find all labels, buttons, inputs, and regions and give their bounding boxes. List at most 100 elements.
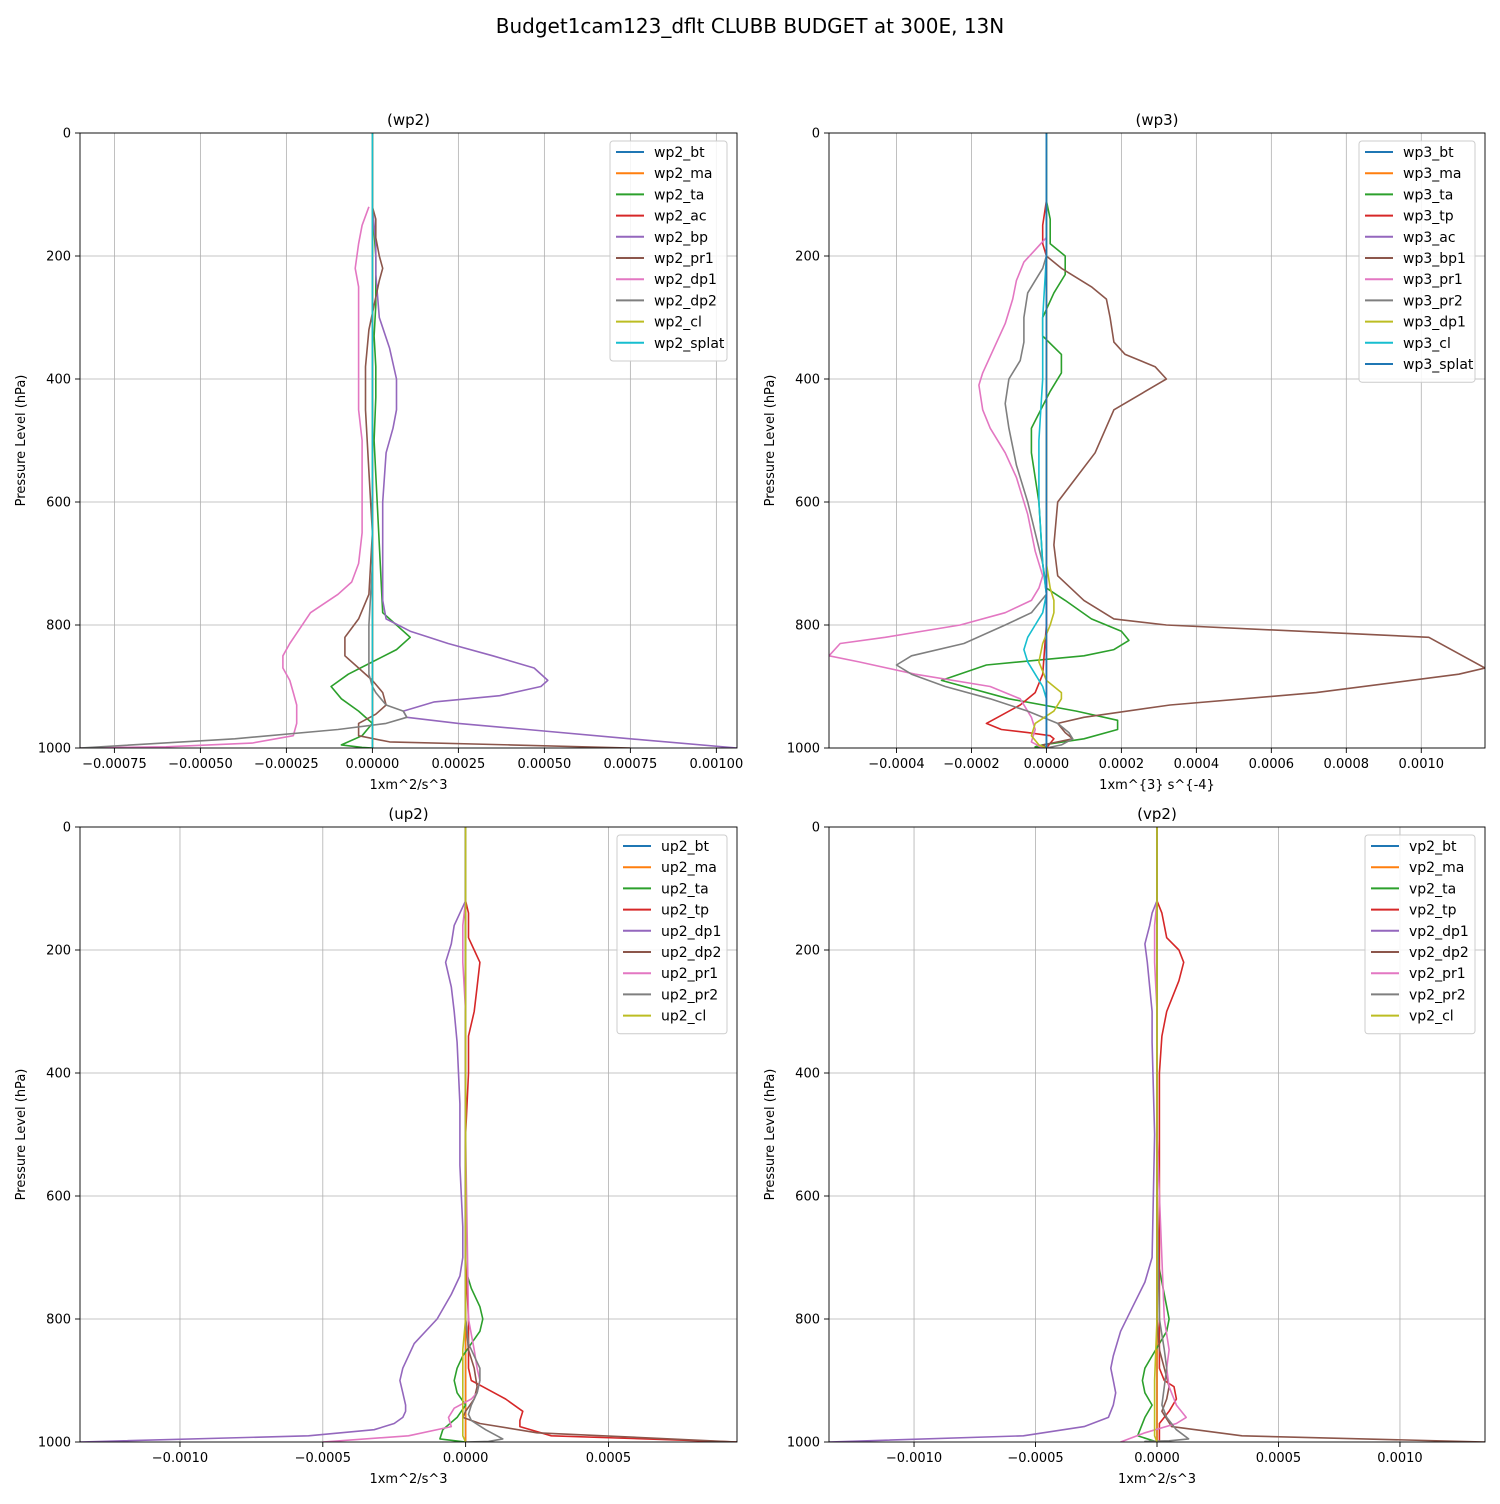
- x-tick-label: 0.00075: [603, 757, 657, 772]
- series-line-up2_pr1: [322, 900, 481, 1442]
- y-tick-label: 600: [46, 1190, 71, 1205]
- y-tick-label: 800: [46, 619, 71, 634]
- series-line-vp2_tp: [1156, 900, 1185, 1442]
- legend-label-vp2_cl: vp2_cl: [1409, 1009, 1454, 1025]
- legend: wp2_bt wp2_ma wp2_ta wp2_ac wp2_bp wp2_pr1 wp2…: [609, 140, 728, 362]
- series-lines: [80, 133, 737, 748]
- x-tick-label: 0.0010: [1399, 757, 1445, 772]
- legend: vp2_bt vp2_ma vp2_ta vp2_tp vp2_dp1 vp2_dp2vp…: [1364, 834, 1476, 1035]
- y-axis-label: Pressure Level (hPa): [763, 1069, 778, 1201]
- x-tick-label: −0.0005: [1007, 1451, 1063, 1466]
- y-tick-label: 0: [812, 127, 820, 142]
- legend-label-wp3_splat: wp3_splat: [1403, 357, 1474, 373]
- legend-label-wp2_ta: wp2_ta: [654, 187, 704, 203]
- x-tick-label: 0.0000: [1134, 1451, 1180, 1466]
- legend-label-wp2_bt: wp2_bt: [654, 145, 705, 161]
- legend-label-up2_dp1: up2_dp1: [661, 924, 721, 940]
- legend-label-wp3_pr1: wp3_pr1: [1403, 272, 1463, 288]
- legend-box: [609, 140, 728, 362]
- legend-label-vp2_bt: vp2_bt: [1409, 839, 1457, 855]
- legend: up2_bt up2_ma up2_ta up2_tp up2_dp1 up2_dp2up…: [616, 834, 728, 1035]
- y-tick-label: 600: [46, 496, 71, 511]
- chart-title: (wp3): [1135, 111, 1178, 129]
- x-tick-label: 0.0006: [1249, 757, 1295, 772]
- y-tick-label: 800: [795, 619, 820, 634]
- series-lines: [80, 827, 737, 1442]
- legend-label-wp2_splat: wp2_splat: [654, 336, 725, 352]
- x-tick-label: −0.00050: [168, 757, 233, 772]
- y-tick-label: 600: [795, 1190, 820, 1205]
- legend-label-vp2_tp: vp2_tp: [1409, 903, 1457, 919]
- x-tick-label: 0.0005: [586, 1451, 632, 1466]
- series-line-up2_cl: [461, 827, 467, 1442]
- legend-label-vp2_ta: vp2_ta: [1409, 881, 1456, 897]
- y-axis-label: Pressure Level (hPa): [14, 375, 29, 507]
- legend-label-up2_tp: up2_tp: [661, 903, 709, 919]
- x-tick-label: 0.0005: [1256, 1451, 1302, 1466]
- legend-label-up2_pr1: up2_pr1: [661, 966, 718, 982]
- chart-panel-2: −0.0004 −0.0002 0.0000 0.0002 0.0004 0.0006 0.…: [763, 111, 1486, 793]
- legend-label-vp2_pr1: vp2_pr1: [1409, 966, 1466, 982]
- x-tick-label: 0.0008: [1324, 757, 1370, 772]
- x-axis-label: 1xm^2/s^3: [369, 1472, 447, 1487]
- legend-label-wp3_dp1: wp3_dp1: [1403, 315, 1466, 331]
- legend-label-vp2_dp1: vp2_dp1: [1409, 924, 1469, 940]
- series-lines: [829, 133, 1485, 748]
- y-tick-label: 1000: [38, 742, 71, 757]
- y-tick-label: 200: [795, 944, 820, 959]
- x-tick-label: −0.0010: [152, 1451, 208, 1466]
- axes-frame: [79, 826, 738, 1443]
- y-tick-label: 200: [46, 250, 71, 265]
- series-line-wp2_ta: [330, 133, 412, 748]
- x-tick-label: 0.00100: [689, 757, 743, 772]
- legend-label-wp3_bt: wp3_bt: [1403, 145, 1454, 161]
- legend-label-up2_ma: up2_ma: [661, 860, 717, 876]
- y-tick-label: 600: [795, 496, 820, 511]
- legend-label-wp2_cl: wp2_cl: [654, 315, 702, 331]
- series-line-up2_dp1: [80, 900, 467, 1442]
- series-line-vp2_pr2: [1144, 827, 1190, 1442]
- y-axis-label: Pressure Level (hPa): [763, 375, 778, 507]
- y-tick-label: 800: [795, 1313, 820, 1328]
- chart-title: (up2): [388, 805, 428, 823]
- y-axis-label: Pressure Level (hPa): [14, 1069, 29, 1201]
- legend-label-wp2_dp2: wp2_dp2: [654, 293, 717, 309]
- series-line-up2_pr2: [464, 827, 504, 1442]
- legend-box: [616, 834, 728, 1035]
- y-tick-label: 1000: [787, 742, 820, 757]
- legend-label-vp2_pr2: vp2_pr2: [1409, 987, 1466, 1003]
- x-tick-label: 0.00000: [345, 757, 399, 772]
- series-line-wp2_pr1: [344, 133, 631, 748]
- x-tick-label: 0.00050: [517, 757, 571, 772]
- legend-label-up2_bt: up2_bt: [661, 839, 710, 855]
- legend-label-wp2_dp1: wp2_dp1: [654, 272, 717, 288]
- series-line-wp3_pr1: [829, 237, 1047, 748]
- chart-title: (wp2): [387, 111, 430, 129]
- legend: wp3_bt wp3_ma wp3_ta wp3_tp wp3_ac wp3_bp1 wp3…: [1358, 140, 1476, 383]
- legend-label-up2_cl: up2_cl: [661, 1009, 706, 1025]
- x-tick-label: −0.0010: [886, 1451, 942, 1466]
- legend-label-wp3_cl: wp3_cl: [1403, 336, 1451, 352]
- x-tick-label: −0.00075: [82, 757, 147, 772]
- y-tick-label: 200: [46, 944, 71, 959]
- x-axis-label: 1xm^{3} s^{-4}: [1099, 778, 1215, 793]
- legend-label-wp3_ma: wp3_ma: [1403, 166, 1461, 182]
- legend-label-wp2_ac: wp2_ac: [654, 209, 707, 225]
- legend-label-up2_pr2: up2_pr2: [661, 987, 718, 1003]
- legend-label-wp3_ac: wp3_ac: [1403, 230, 1456, 246]
- x-tick-label: 0.00025: [431, 757, 485, 772]
- y-tick-label: 400: [46, 373, 71, 388]
- chart-title: (vp2): [1137, 805, 1177, 823]
- axes-frame: [828, 132, 1486, 749]
- x-tick-label: −0.00025: [254, 757, 319, 772]
- series-line-wp3_ta: [940, 133, 1130, 748]
- series-line-up2_ta: [439, 827, 484, 1442]
- chart-panel-1: −0.00075 −0.00050 −0.00025 0.00000 0.00025 0.…: [14, 111, 743, 793]
- legend-box: [1364, 834, 1476, 1035]
- y-tick-label: 400: [795, 373, 820, 388]
- x-tick-label: 0.0004: [1174, 757, 1220, 772]
- y-tick-label: 200: [795, 250, 820, 265]
- series-line-vp2_dp1: [829, 900, 1158, 1442]
- y-tick-label: 0: [63, 821, 71, 836]
